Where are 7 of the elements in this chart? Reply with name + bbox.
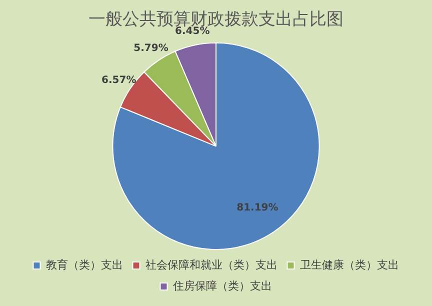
legend-label: 住房保障（类）支出 bbox=[172, 279, 272, 292]
data-label: 81.19% bbox=[236, 202, 278, 214]
legend-label: 教育（类）支出 bbox=[46, 258, 123, 272]
legend-label: 社会保障和就业（类）支出 bbox=[145, 258, 278, 272]
legend-label: 卫生健康（类）支出 bbox=[300, 258, 399, 272]
data-label: 5.79% bbox=[134, 43, 168, 54]
data-label: 6.57% bbox=[102, 75, 136, 86]
